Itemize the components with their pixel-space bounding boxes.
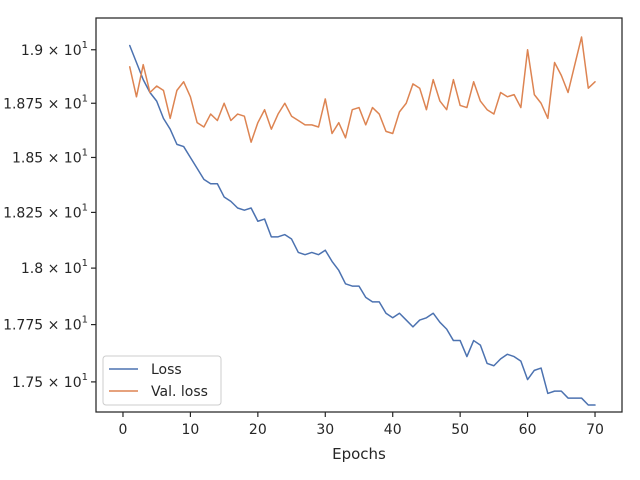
y-axis-ticks: 1.75 × 101 1.775 × 101 1.8 × 101 1.825 × 10… xyxy=(3,40,96,391)
x-axis-ticks: 0 10 20 30 40 50 60 70 xyxy=(119,412,604,438)
y-tick-mantissa: 1.825 xyxy=(3,205,43,221)
y-tick-mantissa: 1.775 xyxy=(3,318,43,334)
y-tick-label: 1.85 × 101 xyxy=(12,147,88,166)
x-tick-label: 20 xyxy=(249,422,267,438)
y-tick-exponent: 1 xyxy=(82,93,88,104)
x-tick-label: 40 xyxy=(384,422,402,438)
y-tick-exponent: 1 xyxy=(82,258,88,269)
y-tick-exponent: 1 xyxy=(82,40,88,51)
y-tick-mantissa: 1.875 xyxy=(3,96,43,112)
series-layer xyxy=(128,36,596,406)
x-tick-label: 70 xyxy=(586,422,604,438)
series-line-val-loss xyxy=(128,36,596,143)
legend-label-val-loss: Val. loss xyxy=(151,384,208,400)
y-tick-base: 10 xyxy=(64,318,82,334)
y-tick-label: 1.875 × 101 xyxy=(3,93,88,112)
x-tick-label: 50 xyxy=(451,422,469,438)
y-tick-base: 10 xyxy=(64,96,82,112)
y-tick-exponent: 1 xyxy=(82,315,88,326)
plot-frame xyxy=(95,17,623,413)
y-tick-label: 1.775 × 101 xyxy=(3,315,88,334)
series-line-loss xyxy=(128,44,596,406)
y-tick-exponent: 1 xyxy=(82,202,88,213)
y-tick-label: 1.75 × 101 xyxy=(12,372,88,391)
y-tick-exponent: 1 xyxy=(82,372,88,383)
y-tick-base: 10 xyxy=(64,150,82,166)
x-axis-label: Epochs xyxy=(332,445,386,463)
x-tick-label: 0 xyxy=(119,422,128,438)
y-tick-mantissa: 1.75 xyxy=(12,375,43,391)
y-tick-exponent: 1 xyxy=(82,147,88,158)
y-tick-base: 10 xyxy=(64,205,82,221)
legend-label-loss: Loss xyxy=(151,362,182,378)
y-tick-mantissa: 1.8 xyxy=(21,261,43,277)
y-tick-base: 10 xyxy=(64,261,82,277)
y-tick-base: 10 xyxy=(64,43,82,59)
x-tick-label: 30 xyxy=(316,422,334,438)
y-tick-label: 1.9 × 101 xyxy=(21,40,88,59)
x-tick-label: 60 xyxy=(519,422,537,438)
y-tick-mantissa: 1.85 xyxy=(12,150,43,166)
y-tick-label: 1.8 × 101 xyxy=(21,258,88,277)
y-tick-label: 1.825 × 101 xyxy=(3,202,88,221)
x-tick-label: 10 xyxy=(181,422,199,438)
y-tick-base: 10 xyxy=(64,375,82,391)
y-tick-mantissa: 1.9 xyxy=(21,43,43,59)
legend: Loss Val. loss xyxy=(102,355,222,406)
